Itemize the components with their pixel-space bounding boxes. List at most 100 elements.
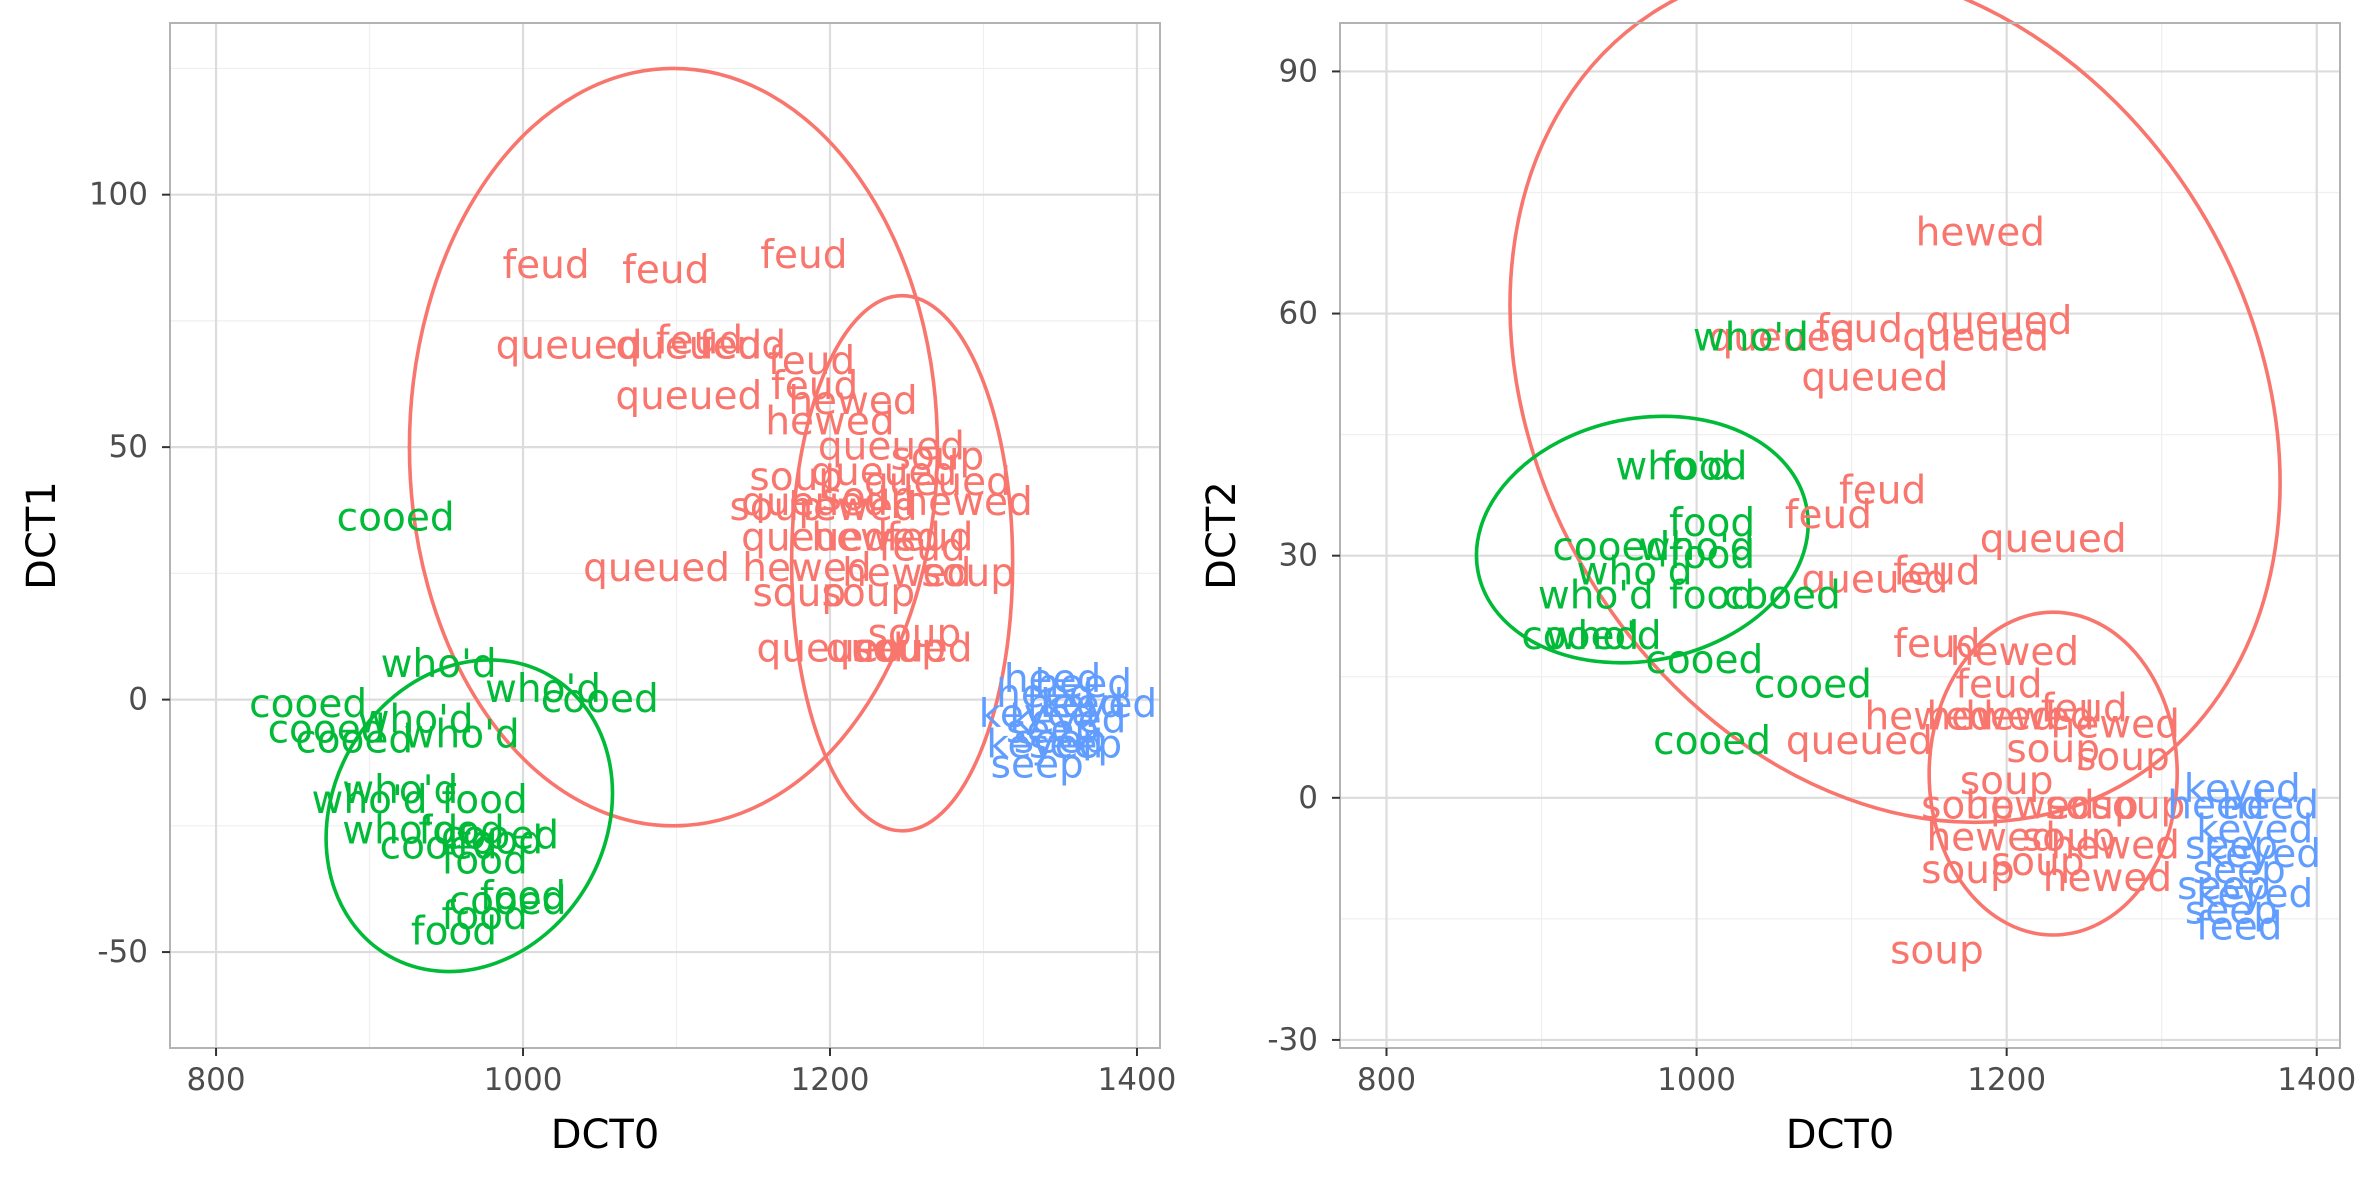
point-label: food [442, 839, 528, 884]
point-label: hewed [811, 516, 940, 561]
point-label: queued [1801, 356, 1948, 401]
point-label: who'd [485, 667, 601, 712]
point-label: soup [868, 611, 962, 656]
point-label: feud [771, 364, 858, 409]
point-label: queued [810, 450, 957, 495]
x-tick-label: 1000 [484, 1062, 563, 1098]
point-label: cooed [1653, 719, 1771, 764]
x-tick-label: 800 [1357, 1062, 1416, 1098]
point-label: queued [615, 324, 762, 369]
point-label: cooed [1552, 525, 1670, 570]
point-label: feud [768, 339, 855, 384]
confidence-ellipse [789, 293, 1015, 833]
point-label: food [480, 874, 566, 919]
panel-border [169, 22, 1161, 1049]
point-label: hewed [788, 485, 917, 530]
point-label: food [442, 778, 528, 823]
point-label: food [1669, 501, 1755, 546]
point-label: seep [2177, 864, 2270, 909]
point-label: hewed [2043, 856, 2172, 901]
confidence-ellipse [324, 658, 615, 974]
point-label: queued [615, 374, 762, 419]
point-label: soup [1890, 929, 1984, 974]
point-label: soup [2076, 735, 2170, 780]
point-label: food [411, 909, 497, 954]
point-label: hewed [903, 480, 1032, 525]
point-label: cooed [1723, 574, 1841, 619]
point-label: keyed [2196, 808, 2313, 853]
point-label: cooed [1521, 614, 1639, 659]
point-label: keyed [1009, 697, 1126, 742]
confidence-ellipse [1508, 0, 2282, 825]
point-label: soup [822, 475, 916, 520]
point-label: hewed [2051, 703, 2180, 748]
y-axis-title: DCT2 [1199, 481, 1245, 590]
panel-2: hewedqueuedqueuedqueuedqueuedfeudfeudque… [1199, 0, 2356, 1158]
point-label: who'd [342, 808, 458, 853]
point-label: keyed [1040, 682, 1157, 727]
point-label: cooed [337, 495, 455, 540]
point-label: queued [1925, 299, 2072, 344]
point-label: cooed [441, 813, 559, 858]
point-label: cooed [249, 682, 367, 727]
point-label: hewed [1926, 816, 2055, 861]
point-label: soup [749, 455, 843, 500]
point-label: soup [729, 485, 823, 530]
point-label: hewed [1965, 695, 2094, 740]
point-label: seep [2193, 848, 2286, 893]
point-label: queued [1980, 517, 2127, 562]
point-label: soup [1921, 783, 2015, 828]
point-label: seep [991, 743, 1084, 788]
y-tick-label: 0 [1298, 780, 1318, 816]
point-label: keyed [2204, 832, 2321, 877]
y-tick-label: 0 [128, 682, 148, 718]
point-label: queued [826, 627, 973, 672]
point-label: soup [752, 571, 846, 616]
point-label: queued [864, 460, 1011, 505]
point-label: cooed [295, 717, 413, 762]
point-label: queued [1801, 557, 1948, 602]
point-label: cooed [1754, 662, 1872, 707]
point-label: cooed [449, 879, 567, 924]
point-label: soup [2092, 783, 2186, 828]
y-tick-label: 90 [1279, 53, 1318, 89]
point-label: soup [1991, 840, 2085, 885]
point-label: soup [2045, 783, 2139, 828]
y-tick-label: 50 [109, 429, 148, 465]
point-label: hewed [1916, 210, 2045, 255]
y-tick-label: -50 [97, 934, 148, 970]
point-label: who'd [1577, 549, 1693, 594]
point-label: food [442, 894, 528, 939]
point-label: hewed [1926, 695, 2055, 740]
point-label: food [419, 808, 505, 853]
y-axis-title: DCT1 [19, 481, 65, 590]
x-tick-label: 1200 [1967, 1062, 2046, 1098]
point-label: who'd [358, 697, 474, 742]
point-label: seep [2185, 824, 2278, 869]
point-label: soup [1921, 848, 2015, 893]
point-label: feud [878, 526, 965, 571]
point-label: queued [583, 546, 730, 591]
point-label: who'd [1639, 525, 1755, 570]
x-tick-label: 800 [186, 1062, 245, 1098]
point-label: hewed [1864, 695, 1993, 740]
point-label: food [1661, 444, 1747, 489]
point-label: queued [818, 425, 965, 470]
point-label: soup [822, 571, 916, 616]
point-label: seep [2185, 888, 2278, 933]
point-label: queued [1786, 719, 1933, 764]
point-label: heed [2221, 783, 2318, 828]
point-label: feed [2196, 904, 2282, 949]
point-label: soup [2006, 727, 2100, 772]
point-label: queued [757, 627, 904, 672]
point-label: seep [1006, 707, 1099, 752]
point-label: keyed [986, 723, 1103, 768]
confidence-ellipse [407, 66, 940, 828]
point-label: feud [656, 319, 743, 364]
point-label: food [457, 818, 543, 863]
point-label: keyed [979, 692, 1096, 737]
point-label: who'd [404, 712, 520, 757]
point-label: soup [1960, 759, 2054, 804]
x-tick-label: 1000 [1657, 1062, 1736, 1098]
